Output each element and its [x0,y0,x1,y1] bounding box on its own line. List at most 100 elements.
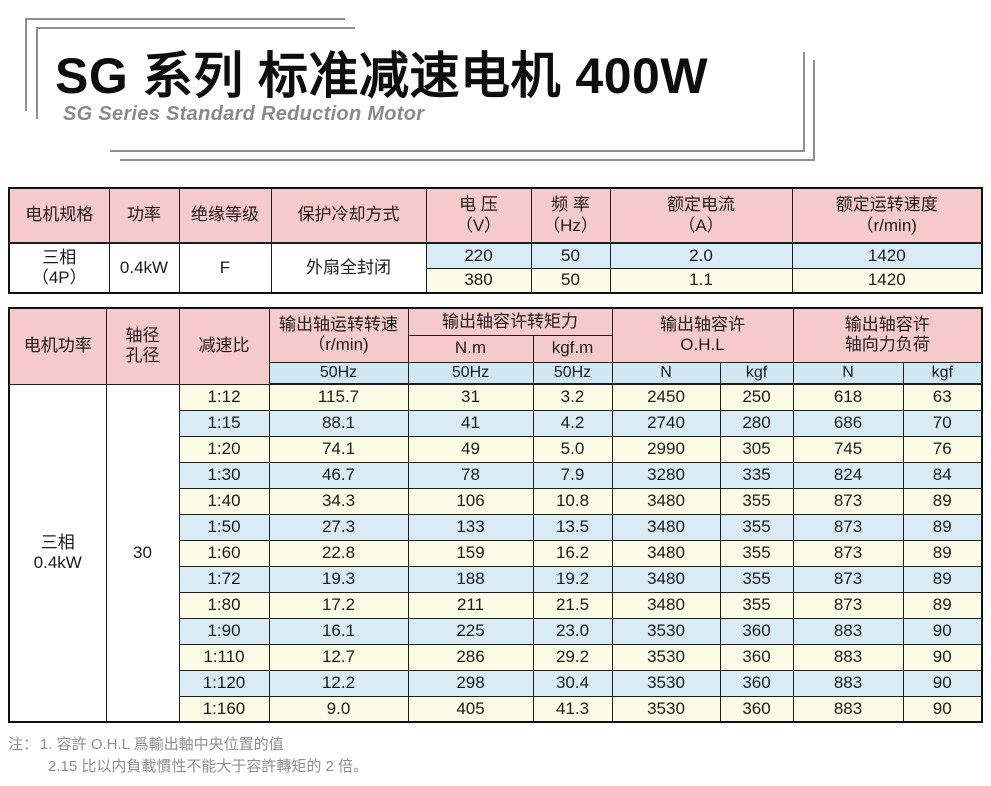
cell-speed: 46.7 [268,461,409,489]
cell-axial-n: 824 [792,461,904,489]
spec-header-current-line1: 额定电流 [667,195,735,215]
perf-header-output-speed-line1: 输出轴运转转速 [279,315,398,335]
cell-axial-n: 873 [792,487,904,515]
cell-torque-nm: 31 [407,383,534,411]
cell-current: 1.1 [609,267,793,294]
perf-header-axial: 输出轴容许 轴向力负荷 [792,307,983,363]
cell-torque-nm: 106 [407,487,534,515]
cell-torque-nm: 133 [407,513,534,541]
cell-axial-n: 883 [792,643,904,671]
spec-header-power: 功率 [108,187,180,244]
cell-ratio: 1:40 [178,487,270,515]
cell-ratio: 1:60 [178,539,270,567]
cell-torque-kgfm: 7.9 [532,461,613,489]
cell-ratio: 1:50 [178,513,270,541]
perf-subheader-speed-hz: 50Hz [268,361,409,385]
cell-axial-kgf: 63 [902,383,983,411]
cell-axial-n: 873 [792,565,904,593]
cell-torque-kgfm: 10.8 [532,487,613,515]
title-frame-outer-topleft [25,18,345,111]
cell-torque-kgfm: 23.0 [532,617,613,645]
perf-header-axial-line1: 输出轴容许 [844,315,930,335]
table-row: 1:40 34.3 106 10.8 3480 355 873 89 [9,487,983,515]
cell-axial-n: 873 [792,539,904,567]
cell-ohl-kgf: 280 [719,409,794,437]
cell-torque-kgfm: 21.5 [532,591,613,619]
note-text-2: 2.15 比以内負載慣性不能大于容許轉矩的 2 倍。 [48,758,369,775]
title-block: SG 系列 标准减速电机 400W SG Series Standard Red… [0,0,991,175]
cell-axial-kgf: 90 [902,669,983,697]
cell-ratio: 1:15 [178,409,270,437]
perf-header-row-1: 电机功率 轴径 孔径 减速比 输出轴运转转速 （r/min) 输出轴容许转矩力 … [8,307,983,385]
cell-axial-kgf: 89 [902,565,983,593]
table-row: 1:160 9.0 405 41.3 3530 360 883 90 [9,695,983,723]
table-row: 1:60 22.8 159 16.2 3480 355 873 89 [9,539,983,567]
cell-torque-nm: 41 [407,409,534,437]
cell-axial-kgf: 84 [902,461,983,489]
cell-torque-nm: 286 [407,643,534,671]
cell-ohl-n: 3530 [611,643,721,671]
perf-header-output-speed-line2: （r/min) [308,335,369,355]
cell-ohl-kgf: 355 [719,513,794,541]
spec-header-speed-line2: （r/min) [856,215,917,235]
spec-header-current-line2: （A） [678,215,724,235]
spec-row-220: 三相 （4P） 0.4kW F 外扇全封闭 220 50 2.0 1420 [8,242,983,294]
note-label: 注： [8,736,39,753]
perf-header-output-speed: 输出轴运转转速 （r/min) [268,307,409,363]
cell-torque-kgfm: 16.2 [532,539,613,567]
cell-speed: 9.0 [268,695,409,723]
cell-ohl-kgf: 250 [719,383,794,411]
cell-ohl-kgf: 360 [719,669,794,697]
cell-axial-n: 873 [792,513,904,541]
cell-torque-kgfm: 4.2 [532,409,613,437]
cell-speed: 16.1 [268,617,409,645]
cell-ohl-n: 3480 [611,487,721,515]
cell-axial-n: 883 [792,617,904,645]
table-row: 1:80 17.2 211 21.5 3480 355 873 89 [9,591,983,619]
spec-table: 电机规格 功率 绝缘等级 保护冷却方式 电 压 （V） 频 率 （Hz） 额定电… [8,187,983,294]
perf-subheader-ohl-n: N [611,361,721,385]
cell-axial-kgf: 90 [902,643,983,671]
page-title: SG 系列 标准减速电机 400W [55,48,709,104]
spec-header-voltage: 电 压 （V） [425,187,532,244]
spec-header-motor-spec: 电机规格 [8,187,110,244]
cell-ohl-n: 3530 [611,695,721,723]
note-line-2: 2.15 比以内負載慣性不能大于容許轉矩的 2 倍。 [48,756,368,778]
cell-motor-power: 三相 0.4kW [8,383,107,723]
cell-ratio: 1:160 [178,695,270,723]
spec-header-speed-line1: 额定运转速度 [835,195,938,215]
note-text-1: 1. 容許 O.H.L 爲輸出軸中央位置的值 [40,736,284,753]
cell-speed: 1420 [791,242,983,269]
perf-header-shaft: 轴径 孔径 [105,307,180,385]
cell-ohl-kgf: 360 [719,643,794,671]
page-subtitle: SG Series Standard Reduction Motor [63,103,425,125]
cell-torque-kgfm: 29.2 [532,643,613,671]
cell-ratio: 1:120 [178,669,270,697]
cell-ohl-n: 3480 [611,565,721,593]
cell-ratio: 1:110 [178,643,270,671]
cell-motor-spec-line2: （4P） [31,268,87,287]
cell-motor-power-line2: 0.4kW [33,552,82,572]
perf-subheader-axial-kgf: kgf [902,361,983,385]
cell-axial-n: 873 [792,591,904,619]
cell-protection: 外扇全封闭 [270,242,427,294]
spec-header-voltage-line1: 电 压 [459,195,498,215]
cell-ohl-n: 3530 [611,617,721,645]
cell-torque-kgfm: 13.5 [532,513,613,541]
note-line-1: 注： 1. 容許 O.H.L 爲輸出軸中央位置的值 [8,734,368,756]
cell-ratio: 1:90 [178,617,270,645]
cell-frequency: 50 [530,242,611,269]
cell-axial-kgf: 89 [902,487,983,515]
spec-header-current: 额定电流 （A） [609,187,793,244]
cell-speed: 19.3 [268,565,409,593]
cell-speed: 12.2 [268,669,409,697]
perf-header-torque: 输出轴容许转矩力 [407,307,613,336]
cell-ratio: 1:20 [178,435,270,463]
cell-speed: 115.7 [268,383,409,411]
cell-torque-kgfm: 5.0 [532,435,613,463]
cell-motor-spec: 三相 （4P） [8,242,110,294]
cell-ratio: 1:80 [178,591,270,619]
cell-torque-kgfm: 30.4 [532,669,613,697]
cell-ohl-n: 3480 [611,513,721,541]
cell-axial-kgf: 89 [902,591,983,619]
